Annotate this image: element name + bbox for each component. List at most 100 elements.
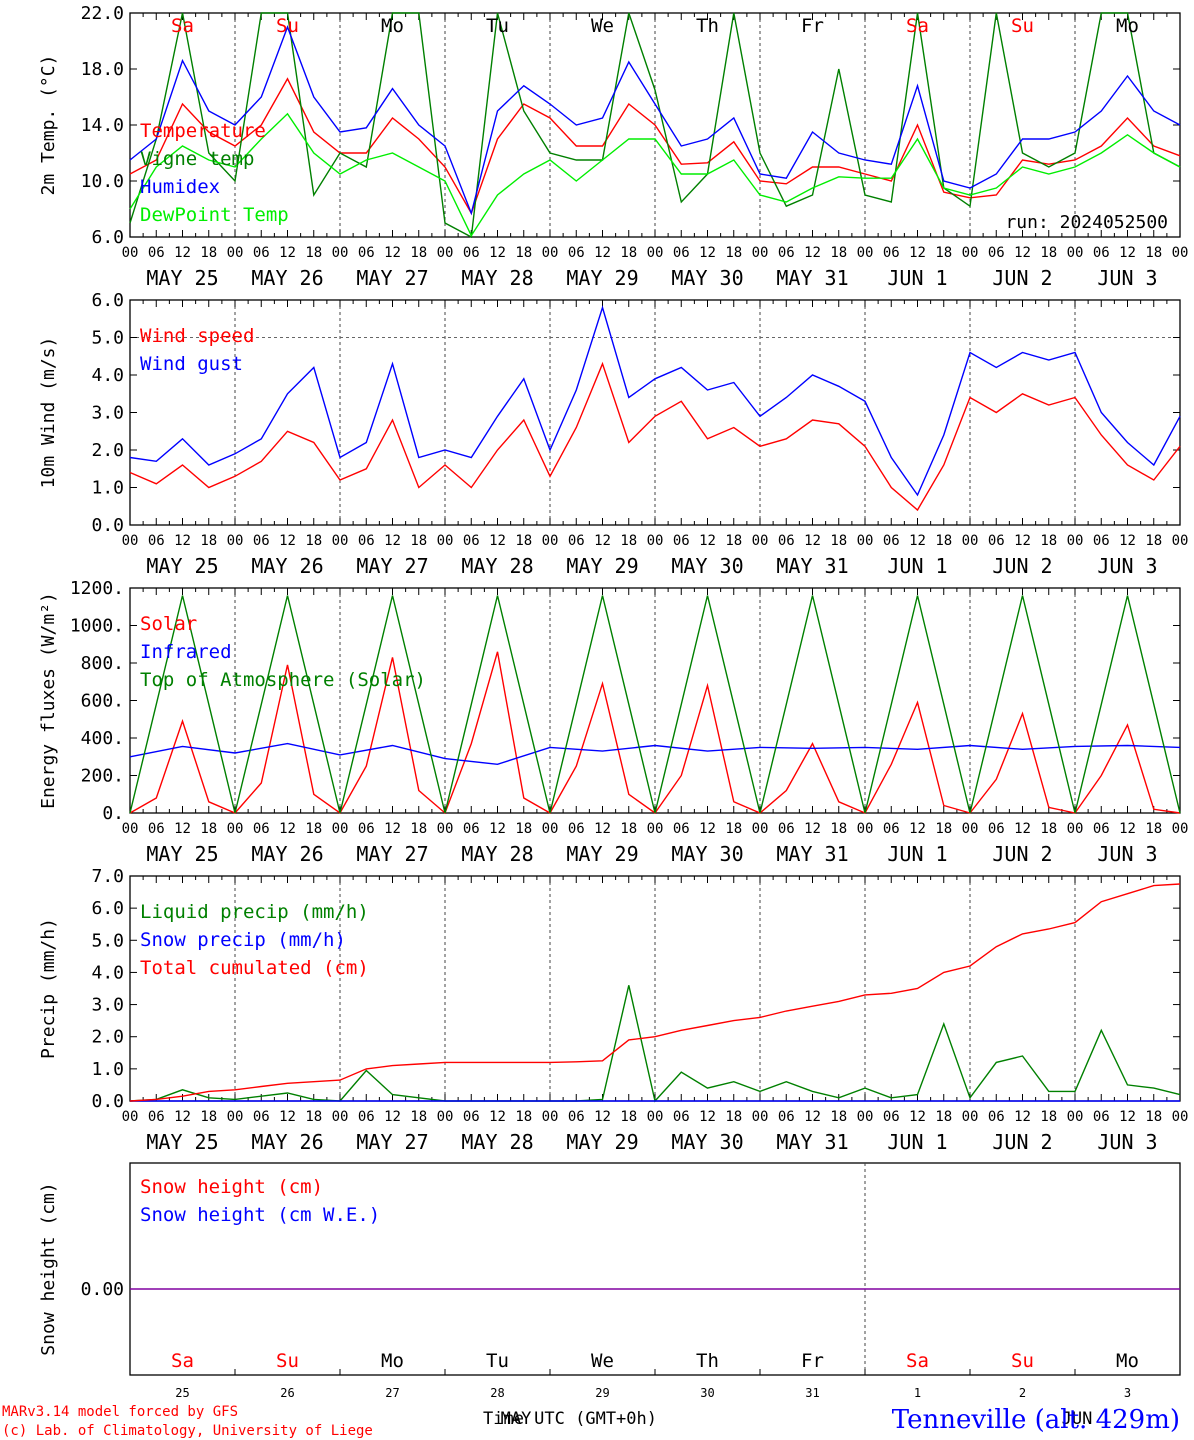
hour-tick-label: 00: [647, 1109, 664, 1125]
hour-tick-label: 00: [332, 533, 349, 549]
hour-tick-label: 00: [962, 245, 979, 261]
hour-tick-label: 12: [1014, 245, 1031, 261]
hour-tick-label: 06: [673, 821, 690, 837]
hour-tick-label: 12: [489, 1109, 506, 1125]
series-line-temperature: [129, 77, 1181, 215]
hour-tick-label: 12: [909, 1109, 926, 1125]
y-tick-label: 5.0: [91, 930, 124, 951]
hour-tick-label: 12: [279, 245, 296, 261]
hour-tick-label: 18: [410, 1109, 427, 1125]
hour-tick-label: 12: [594, 1109, 611, 1125]
day-abbrev-top: Th: [696, 15, 719, 37]
hour-tick-label: 18: [305, 245, 322, 261]
day-abbrev-bottom: Sa: [171, 1350, 194, 1372]
legend-entry: Temperature: [140, 120, 266, 142]
hour-tick-label: 06: [988, 1109, 1005, 1125]
hour-tick-label: 18: [200, 533, 217, 549]
plot-frame: [129, 299, 1181, 526]
hour-tick-label: 06: [568, 821, 585, 837]
legend-entry: Liquid precip (mm/h): [140, 901, 369, 923]
hour-tick-label: 18: [620, 821, 637, 837]
hour-tick-label: 18: [305, 533, 322, 549]
hour-tick-label: 18: [410, 821, 427, 837]
hour-tick-label: 06: [1093, 1109, 1110, 1125]
hour-tick-label: 06: [148, 1109, 165, 1125]
date-label: MAY 26: [251, 1130, 323, 1154]
hour-tick-label: 00: [227, 533, 244, 549]
hour-tick-label: 18: [935, 533, 952, 549]
date-label: JUN 3: [1097, 266, 1157, 290]
hour-tick-label: 12: [1014, 533, 1031, 549]
month-label: JUN: [1062, 1409, 1093, 1429]
legend-entry: Vigne temp: [140, 148, 254, 170]
date-label: MAY 25: [146, 1130, 218, 1154]
date-label: MAY 25: [146, 842, 218, 866]
hour-tick-label: 18: [725, 245, 742, 261]
y-tick-label: 1.0: [91, 478, 124, 499]
y-tick-label: 400.: [81, 728, 124, 749]
hour-tick-label: 00: [647, 533, 664, 549]
y-tick-label: 6.0: [91, 227, 124, 248]
hour-tick-label: 12: [1119, 1109, 1136, 1125]
hour-tick-label: 12: [1014, 821, 1031, 837]
hour-tick-label: 00: [227, 245, 244, 261]
date-label: MAY 27: [356, 842, 428, 866]
hour-tick-label: 00: [857, 1109, 874, 1125]
hour-tick-label: 06: [463, 533, 480, 549]
hour-tick-label: 00: [1067, 1109, 1084, 1125]
hour-tick-label: 06: [883, 245, 900, 261]
day-abbrev-bottom: We: [591, 1350, 614, 1372]
hour-tick-label: 12: [174, 821, 191, 837]
hour-tick-label: 12: [699, 821, 716, 837]
day-abbrev-bottom: Mo: [1116, 1350, 1139, 1372]
legend-entry: Infrared: [140, 641, 232, 663]
panel-2: [129, 299, 1181, 526]
y-tick-label: 5.0: [91, 328, 124, 349]
date-label: JUN 3: [1097, 1130, 1157, 1154]
date-label: MAY 26: [251, 266, 323, 290]
hour-tick-label: 00: [1172, 821, 1189, 837]
hour-tick-label: 12: [594, 245, 611, 261]
day-abbrev-top: We: [591, 15, 614, 37]
day-abbrev-bottom: Fr: [801, 1350, 824, 1372]
hour-tick-label: 18: [200, 245, 217, 261]
hour-tick-label: 00: [647, 821, 664, 837]
date-label: JUN 1: [887, 842, 947, 866]
day-abbrev-bottom: Tu: [486, 1350, 509, 1372]
y-tick-label: 200.: [81, 766, 124, 787]
date-label: MAY 31: [776, 842, 848, 866]
hour-tick-label: 06: [778, 245, 795, 261]
panel-3: [129, 587, 1181, 815]
y-tick-label: 1200.: [70, 578, 124, 599]
y-tick-label: 14.0: [81, 115, 124, 136]
hour-tick-label: 12: [279, 821, 296, 837]
hour-tick-label: 06: [883, 821, 900, 837]
date-label: MAY 29: [566, 842, 638, 866]
y-tick-label: 6.0: [91, 290, 124, 311]
y-tick-label: 22.0: [81, 3, 124, 24]
legend-entry: Solar: [140, 613, 197, 635]
y-tick-label: 0.00: [81, 1279, 124, 1300]
day-abbrev-bottom: Sa: [906, 1350, 929, 1372]
hour-tick-label: 06: [253, 245, 270, 261]
series-line-total-cumulated-cm-: [129, 883, 1181, 1102]
hour-tick-label: 06: [1093, 821, 1110, 837]
hour-tick-label: 12: [174, 533, 191, 549]
y-tick-label: 18.0: [81, 59, 124, 80]
date-label: MAY 26: [251, 842, 323, 866]
hour-tick-label: 18: [830, 1109, 847, 1125]
day-number: 28: [490, 1386, 504, 1400]
hour-tick-label: 18: [1040, 1109, 1057, 1125]
hour-tick-label: 12: [384, 821, 401, 837]
hour-tick-label: 06: [148, 533, 165, 549]
hour-tick-label: 06: [883, 1109, 900, 1125]
legend-entry: Wind gust: [140, 353, 243, 375]
date-label: MAY 30: [671, 266, 743, 290]
series-line-wind-speed: [129, 361, 1181, 512]
hour-tick-label: 00: [1172, 533, 1189, 549]
hour-tick-label: 18: [935, 1109, 952, 1125]
hour-tick-label: 06: [463, 245, 480, 261]
hour-tick-label: 12: [594, 533, 611, 549]
series-line-dewpoint-temp: [129, 112, 1181, 238]
hour-tick-label: 12: [804, 245, 821, 261]
